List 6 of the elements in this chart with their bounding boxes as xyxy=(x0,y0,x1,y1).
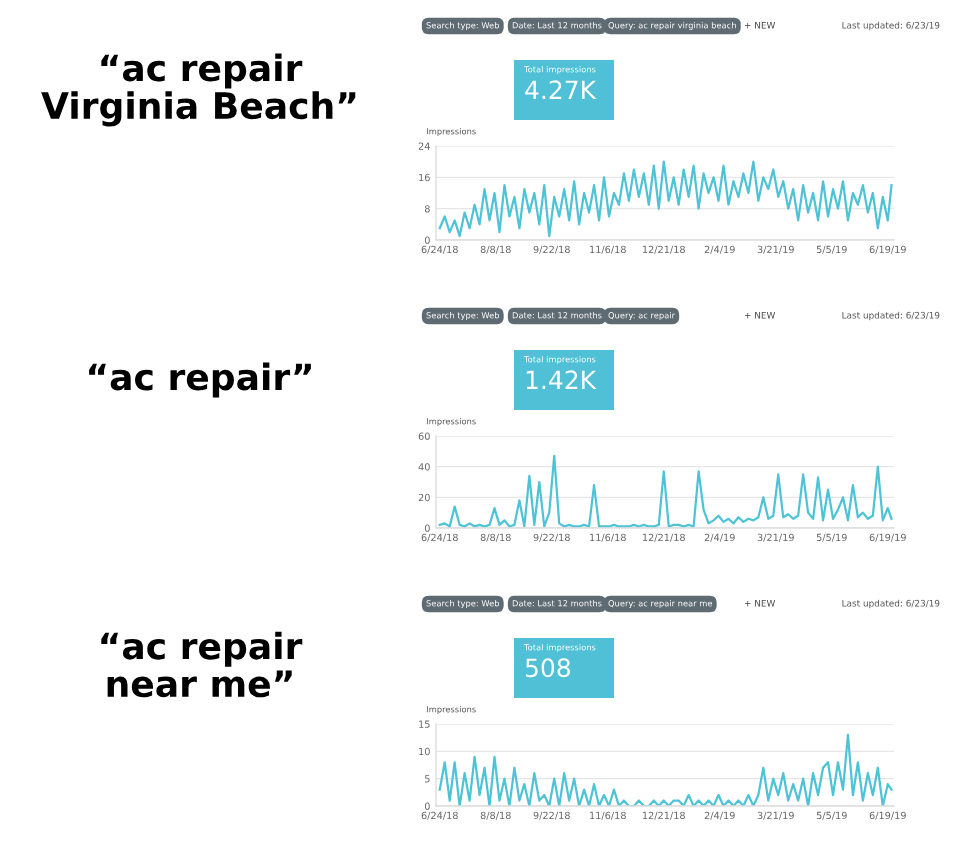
chart-title: “ac repair Virginia Beach” xyxy=(41,53,356,127)
chart-title: “ac repair near me” xyxy=(101,631,303,698)
text: 1.42K xyxy=(526,370,597,389)
text: 4.27K xyxy=(525,80,597,99)
text: 508 xyxy=(525,658,571,678)
chart-title: “ac repair” xyxy=(89,362,311,398)
